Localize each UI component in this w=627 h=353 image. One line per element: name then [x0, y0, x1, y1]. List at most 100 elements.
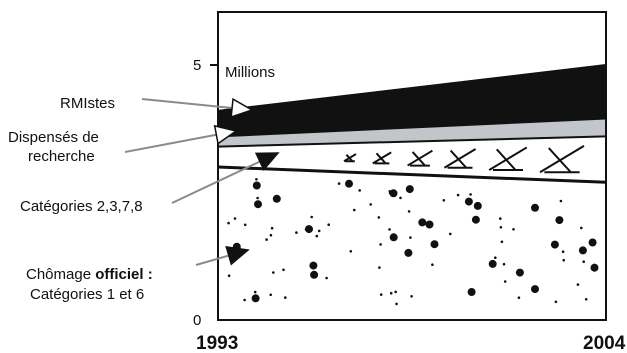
- pointer-categories-2378-line: [171, 160, 261, 204]
- texture-dot: [409, 236, 412, 239]
- pointer-rmistes-line: [141, 98, 233, 110]
- texture-dot: [580, 226, 583, 230]
- texture-dot: [243, 298, 246, 302]
- texture-dot: [533, 207, 537, 211]
- texture-dot: [425, 220, 434, 229]
- texture-dot: [562, 258, 565, 262]
- texture-dot: [305, 225, 313, 234]
- pointer-dispenses-line: [124, 133, 217, 153]
- texture-dot: [394, 290, 398, 294]
- texture-dot: [327, 223, 331, 226]
- label-categories-2378: Catégories 2,3,7,8: [20, 198, 143, 215]
- texture-dot: [582, 260, 585, 264]
- pointer-chomage-line: [195, 254, 230, 266]
- band-boundary-4: [217, 64, 607, 112]
- texture-dot: [310, 270, 319, 279]
- texture-dot: [584, 298, 588, 301]
- texture-dot: [442, 199, 446, 202]
- annotation-labels: RMIstes Dispensés de recherche Catégorie…: [8, 95, 157, 303]
- band-4: [218, 65, 606, 137]
- label-chomage-bold: officiel :: [95, 266, 153, 283]
- label-chomage: Chômage officiel : Catégories 1 et 6: [26, 266, 157, 303]
- texture-dot: [269, 233, 273, 237]
- texture-dot: [282, 268, 285, 272]
- texture-dot: [256, 196, 259, 200]
- texture-cross: [488, 146, 528, 171]
- texture-dot: [389, 233, 398, 242]
- texture-dot: [233, 217, 237, 220]
- texture-dot: [471, 215, 480, 224]
- texture-dot: [494, 256, 497, 260]
- texture-dot: [269, 293, 273, 297]
- texture-dot: [310, 215, 314, 219]
- texture-dot: [369, 203, 373, 206]
- label-dispenses: Dispensés de recherche: [8, 129, 103, 165]
- texture-dot: [358, 189, 362, 192]
- band-3: [218, 118, 606, 147]
- texture-dot: [227, 221, 230, 225]
- texture-dot: [499, 226, 503, 229]
- texture-dot: [473, 201, 482, 210]
- texture-dot: [255, 178, 258, 181]
- texture-dot: [407, 210, 411, 213]
- texture-dot: [410, 295, 413, 298]
- label-dispenses-line2: recherche: [28, 148, 95, 165]
- texture-dot: [252, 181, 261, 190]
- texture-dot: [243, 223, 247, 227]
- label-dispenses-line1: Dispensés de: [8, 129, 99, 146]
- y-axis: 0 5 Millions 1993 2004: [193, 57, 626, 353]
- texture-dot: [388, 228, 391, 231]
- texture-dot: [315, 234, 319, 238]
- texture-dot: [388, 190, 392, 193]
- texture-dot: [576, 283, 580, 286]
- texture-dot: [449, 232, 452, 236]
- texture-dot: [265, 238, 268, 241]
- texture-dot: [406, 189, 410, 192]
- texture-dot: [399, 196, 402, 200]
- label-rmistes: RMIstes: [60, 95, 115, 112]
- texture-dot: [515, 268, 524, 277]
- texture-dot: [251, 294, 260, 303]
- band-boundary-1: [217, 165, 607, 184]
- texture-layer: [227, 145, 599, 306]
- texture-dot: [499, 217, 502, 220]
- texture-dot: [405, 185, 414, 194]
- texture-dot: [272, 194, 281, 203]
- y-tick-label-5: 5: [193, 57, 201, 74]
- texture-dot: [500, 240, 504, 244]
- band-boundary-3: [217, 117, 607, 138]
- pointer-categories-2378-head: [254, 152, 280, 172]
- texture-dot: [395, 302, 398, 306]
- annotation-pointers: [124, 97, 280, 266]
- texture-dot: [559, 199, 563, 203]
- bands-layer: [217, 64, 607, 320]
- texture-dot: [555, 216, 564, 225]
- texture-dot: [561, 250, 565, 253]
- label-chomage-word: Chômage: [26, 266, 95, 283]
- texture-dot: [469, 193, 472, 196]
- pointer-rmistes-head: [230, 97, 254, 119]
- texture-dot: [502, 262, 506, 266]
- texture-dot: [531, 285, 539, 294]
- texture-dot: [377, 216, 381, 219]
- texture-dot: [467, 288, 476, 296]
- texture-dot: [588, 238, 597, 247]
- texture-dot: [337, 182, 341, 185]
- texture-dot: [345, 179, 353, 188]
- texture-dot: [550, 240, 559, 249]
- texture-dot: [431, 263, 434, 267]
- texture-cross: [443, 148, 477, 169]
- texture-cross: [343, 153, 357, 163]
- texture-dot: [488, 259, 497, 268]
- texture-dot: [554, 300, 558, 304]
- texture-dot: [456, 193, 460, 197]
- texture-dot: [295, 231, 298, 234]
- unit-label: Millions: [225, 64, 275, 81]
- texture-dot: [378, 266, 381, 269]
- y-tick-label-0: 0: [193, 312, 201, 329]
- pointer-chomage-head: [225, 245, 250, 266]
- texture-dot: [227, 274, 231, 278]
- x-tick-label-end: 2004: [583, 333, 626, 353]
- texture-dot: [270, 226, 274, 230]
